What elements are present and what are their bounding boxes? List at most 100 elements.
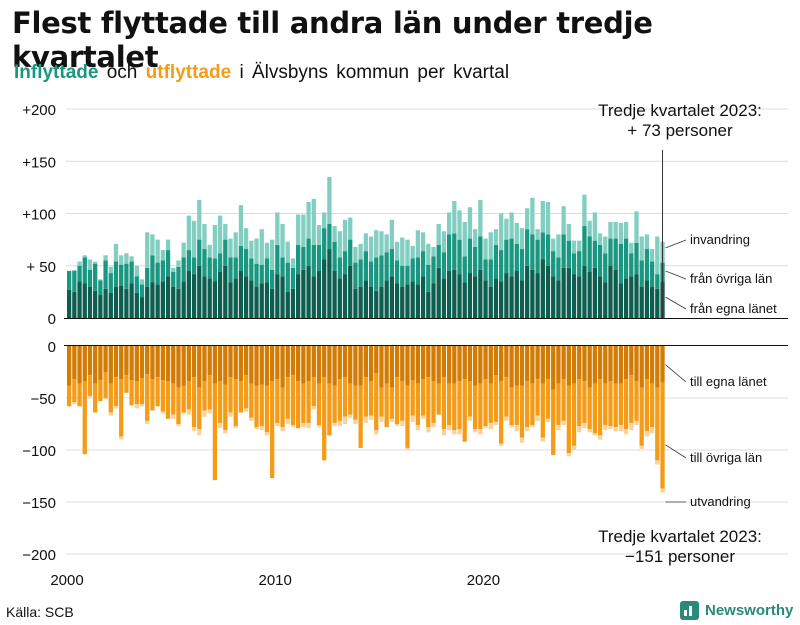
bar-in-segment (67, 270, 72, 290)
bar-in-segment (509, 212, 514, 239)
bar-out-segment (634, 420, 639, 426)
bar-out-segment (290, 346, 296, 376)
bar-in-segment (87, 259, 93, 270)
bar-out-segment (243, 375, 249, 409)
bar-in-segment (514, 222, 519, 244)
bar-in-segment (603, 236, 608, 254)
bar-in-segment (525, 265, 530, 318)
bar-in-segment (556, 257, 561, 281)
bar-out-segment (176, 424, 181, 427)
bar-out-segment (530, 346, 535, 384)
bar-in-segment (160, 250, 165, 261)
bar-out-segment (431, 422, 436, 428)
bar-in-segment (577, 276, 582, 318)
bar-out-segment (280, 346, 285, 388)
bar-in-segment (238, 205, 244, 246)
bar-out-segment (644, 379, 650, 432)
stack-label-out: utvandring (690, 494, 751, 509)
bar-in-segment (259, 229, 264, 265)
bar-out-segment (493, 346, 499, 376)
bar-in-segment (639, 286, 644, 318)
bar-out-segment (389, 418, 395, 422)
bar-in-segment (212, 281, 218, 318)
bar-out-segment (98, 380, 103, 402)
bar-in-segment (348, 217, 353, 240)
bar-out-segment (540, 346, 545, 384)
bar-out-segment (623, 379, 629, 430)
bar-in-segment (436, 223, 441, 245)
bar-out-segment (249, 346, 254, 384)
bar-in-segment (441, 278, 447, 318)
bar-out-segment (472, 429, 478, 433)
bar-out-segment (592, 346, 598, 384)
bar-in-segment (181, 257, 186, 282)
bar-out-segment (72, 379, 77, 403)
chart-subtitle: Inflyttade och utflyttade i Älvsbyns kom… (14, 62, 509, 84)
bar-in-segment (249, 240, 254, 259)
bar-in-segment (400, 265, 405, 287)
bar-in-segment (374, 257, 379, 291)
bar-out-segment (93, 346, 98, 384)
bar-in-segment (150, 234, 155, 256)
bar-in-segment (145, 286, 150, 318)
bar-in-segment (160, 260, 165, 282)
bar-in-segment (181, 281, 186, 318)
bar-out-segment (332, 422, 337, 427)
bar-in-segment (119, 264, 124, 286)
bar-in-segment (493, 244, 499, 279)
bar-out-segment (223, 384, 228, 431)
bar-in-segment (353, 262, 358, 289)
bar-out-segment (238, 346, 244, 382)
bar-out-segment (504, 377, 509, 417)
bar-in-segment (384, 280, 389, 318)
bar-in-segment (160, 281, 165, 318)
bar-in-segment (275, 244, 280, 275)
bar-in-segment (623, 238, 629, 279)
bar-in-segment (243, 228, 249, 250)
bar-in-segment (582, 265, 587, 318)
bar-out-segment (525, 381, 530, 428)
bar-out-segment (556, 346, 561, 384)
y-tick-label-bottom: −150 (22, 495, 56, 512)
bar-out-segment (603, 425, 608, 431)
bar-out-segment (202, 346, 207, 382)
bar-in-segment (93, 290, 98, 318)
bar-out-segment (233, 426, 238, 429)
bar-out-segment (332, 385, 337, 423)
x-tick-label: 2010 (259, 572, 292, 589)
bar-out-segment (649, 383, 655, 428)
bar-in-segment (254, 238, 259, 264)
bar-in-segment (311, 276, 316, 318)
bar-out-segment (613, 346, 618, 384)
bar-in-segment (243, 276, 249, 318)
bar-out-segment (415, 383, 421, 426)
bar-in-segment (264, 258, 270, 283)
bar-in-segment (566, 240, 571, 268)
bar-out-segment (457, 429, 462, 435)
bar-in-segment (93, 261, 98, 264)
bar-out-segment (342, 377, 348, 417)
bar-in-segment (478, 199, 483, 237)
bar-out-segment (472, 346, 478, 386)
bar-out-segment (394, 424, 400, 427)
bar-in-segment (155, 239, 160, 263)
bar-out-segment (202, 381, 207, 411)
bar-in-segment (82, 283, 87, 318)
bar-out-segment (134, 381, 139, 405)
bar-in-segment (446, 234, 452, 271)
bar-out-segment (311, 346, 316, 378)
bar-in-segment (587, 236, 592, 273)
bar-in-segment (77, 261, 82, 266)
bar-in-segment (67, 289, 72, 318)
bar-out-segment (478, 346, 483, 384)
bar-in-segment (551, 251, 556, 277)
bar-out-segment (525, 427, 530, 432)
bar-out-segment (275, 422, 280, 427)
bar-in-segment (139, 279, 145, 285)
bar-out-segment (181, 412, 186, 414)
bar-out-segment (623, 429, 629, 435)
bar-in-segment (290, 288, 296, 318)
bar-out-segment (441, 346, 447, 378)
bar-in-segment (394, 241, 400, 261)
bar-out-segment (259, 384, 264, 427)
